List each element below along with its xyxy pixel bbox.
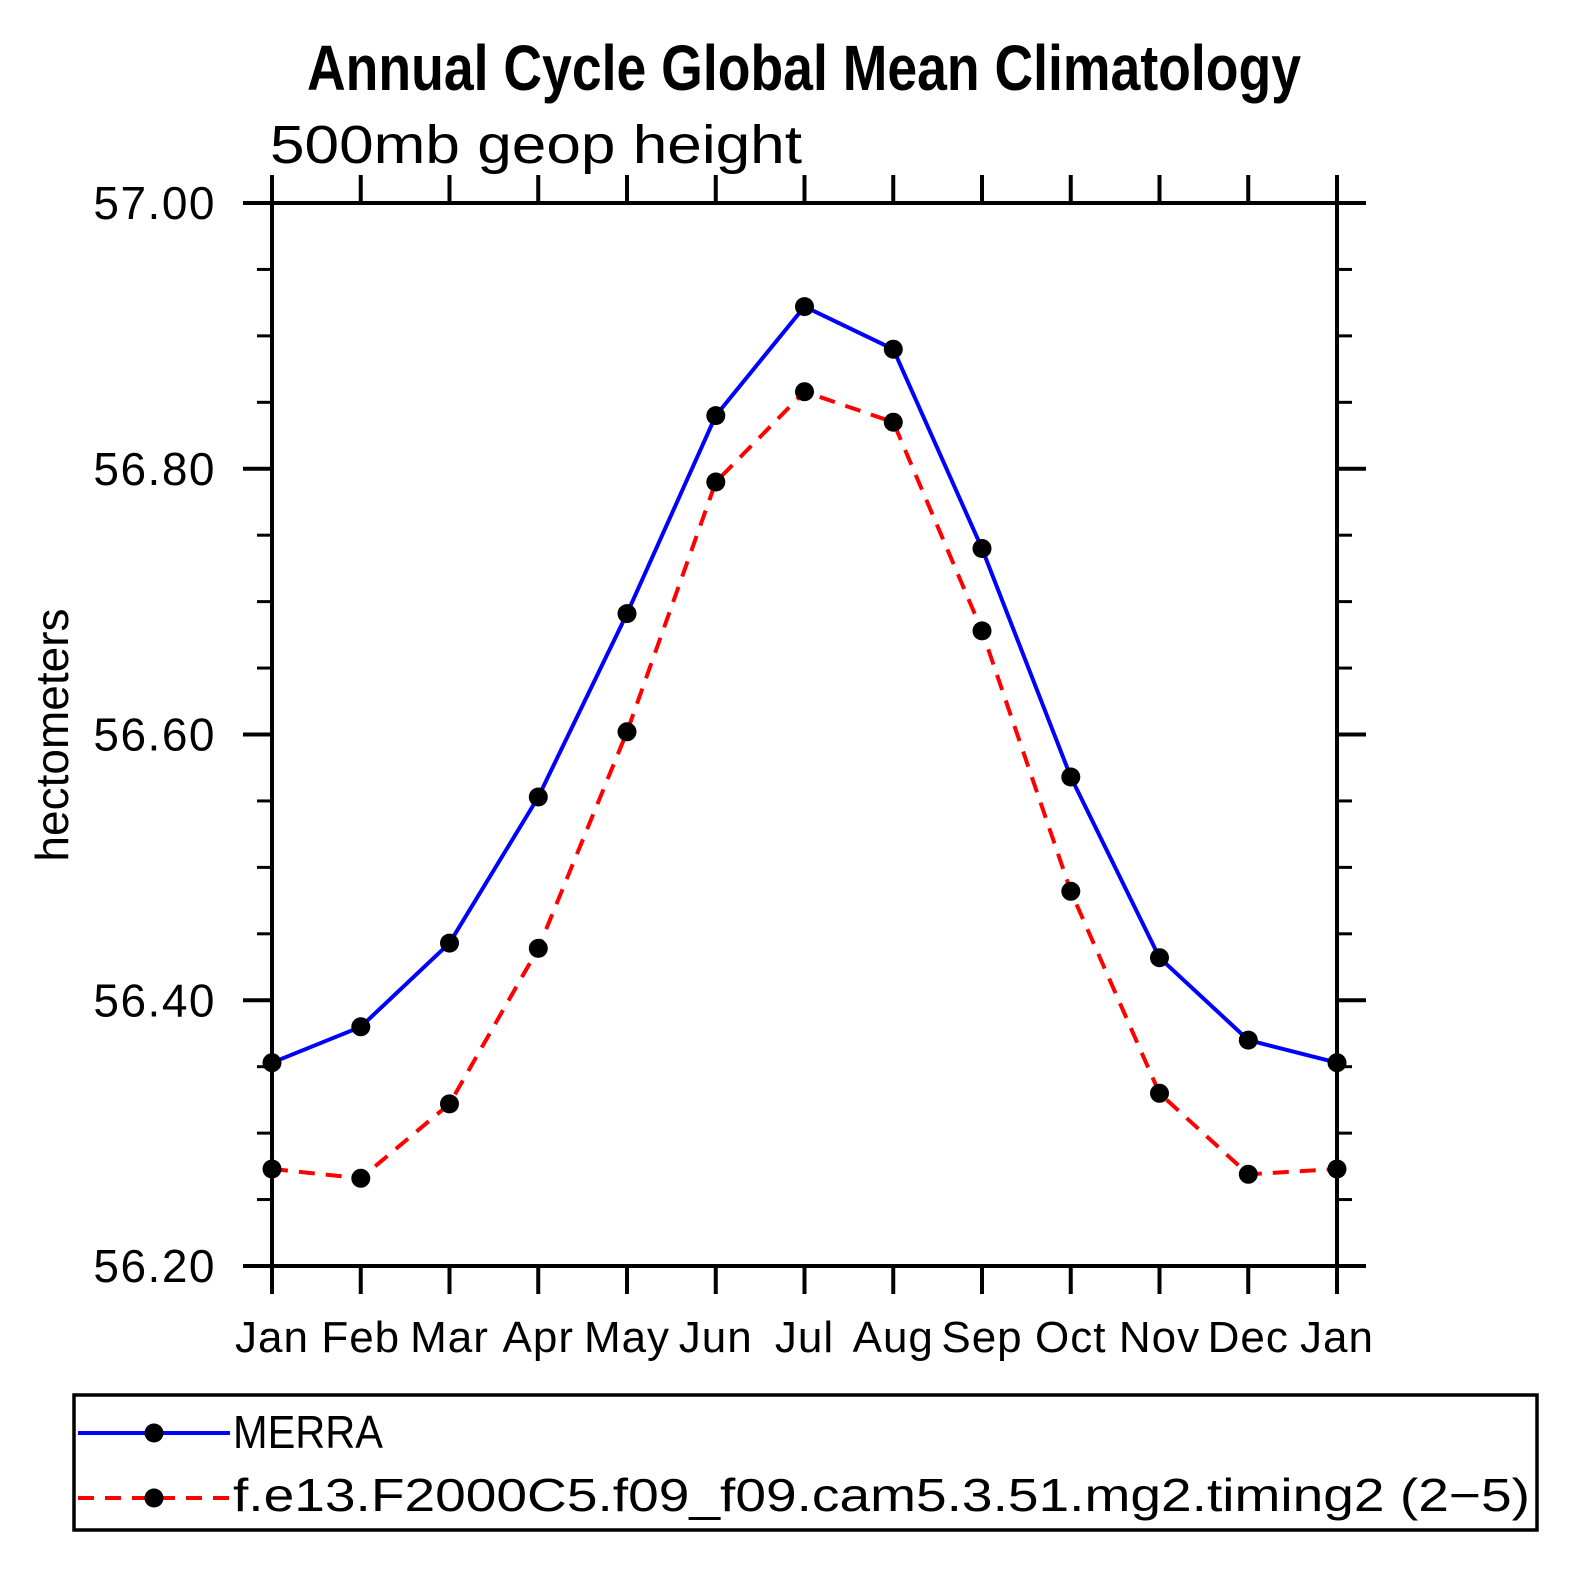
data-point-merra-may [617, 604, 637, 624]
data-point-model-nov [1150, 1083, 1169, 1103]
legend-model-label: f.e13.F2000C5.f09_f09.cam5.3.51.mg2.timi… [233, 1469, 1530, 1521]
x-tick-label: Jul [775, 1313, 834, 1362]
x-tick-label: Jan [235, 1313, 309, 1362]
series-line-model [271, 389, 1338, 1181]
x-tick-label: Mar [410, 1313, 489, 1362]
x-tick-label: Jun [679, 1313, 753, 1362]
data-point-model-mar [440, 1094, 459, 1114]
data-point-model-oct [1061, 881, 1081, 901]
data-point-model-feb [351, 1168, 371, 1188]
y-tick-label: 56.80 [93, 443, 216, 495]
data-point-merra-nov [1150, 948, 1169, 968]
x-tick-label: Jan [1300, 1313, 1374, 1362]
x-tick-label: May [584, 1313, 670, 1362]
data-point-merra-aug [883, 339, 903, 359]
chart-subtitle: 500mb geop height [270, 115, 802, 175]
data-point-merra-jan [1327, 1053, 1347, 1073]
data-point-merra-dec [1238, 1030, 1258, 1050]
data-point-model-jul [795, 382, 814, 402]
data-point-merra-jul [795, 297, 814, 317]
x-tick-label: Oct [1035, 1313, 1106, 1362]
legend-model-marker [144, 1488, 164, 1508]
data-point-merra-mar [440, 933, 459, 953]
y-axis-label: hectometers [26, 608, 78, 861]
plot-box [270, 201, 1339, 1268]
y-tick-label: 56.60 [93, 709, 216, 761]
y-tick-label: 57.00 [93, 177, 216, 229]
data-point-model-may [617, 722, 637, 742]
data-point-model-sep [972, 621, 992, 641]
x-tick-label: Nov [1119, 1313, 1200, 1362]
x-tick-label: Dec [1208, 1313, 1289, 1362]
data-point-merra-sep [972, 539, 992, 558]
legend-merra-marker [144, 1423, 164, 1443]
series-line-merra [271, 304, 1338, 1065]
data-point-model-jan [262, 1159, 282, 1179]
data-point-model-jan [1327, 1159, 1347, 1179]
x-tick-label: Aug [853, 1313, 934, 1362]
chart-title: Annual Cycle Global Mean Climatology [307, 32, 1301, 104]
data-point-model-dec [1238, 1164, 1258, 1184]
data-point-merra-jan [262, 1053, 282, 1073]
data-point-merra-feb [351, 1017, 371, 1037]
x-tick-label: Feb [321, 1313, 400, 1362]
data-point-model-jun [706, 472, 726, 492]
y-tick-label: 56.40 [93, 974, 216, 1026]
x-tick-label: Sep [941, 1313, 1022, 1362]
x-tick-label: Apr [503, 1313, 574, 1362]
data-point-model-apr [528, 938, 548, 958]
legend-box [72, 1393, 1539, 1532]
y-tick-label: 56.20 [93, 1240, 216, 1292]
data-point-model-aug [883, 412, 903, 432]
data-point-merra-jun [706, 406, 726, 426]
legend-merra-label: MERRA [233, 1406, 383, 1458]
data-point-merra-apr [528, 787, 548, 807]
legend: MERRA f.e13.F2000C5.f09_f09.cam5.3.51.mg… [72, 1393, 1539, 1532]
data-point-merra-oct [1061, 767, 1081, 787]
